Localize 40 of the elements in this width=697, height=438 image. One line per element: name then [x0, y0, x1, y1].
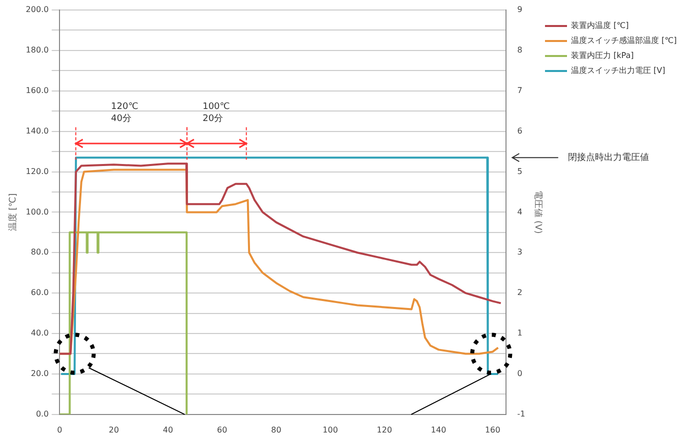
- x-tick-label: 0: [57, 425, 62, 434]
- y2-tick-label: 6: [517, 126, 522, 136]
- legend-label: 温度スイッチ感温部温度 [℃]: [571, 35, 677, 46]
- y2-tick-label: 7: [517, 86, 522, 95]
- annotation: 120℃ 40分: [111, 102, 138, 124]
- y2-axis-title: 電圧値 (V): [532, 190, 544, 234]
- y-tick-label: 40.0: [30, 328, 49, 338]
- legend-label: 温度スイッチ出力電圧 [V]: [571, 65, 666, 76]
- x-tick-label: 140: [430, 425, 446, 434]
- y2-tick-label: 5: [517, 166, 522, 176]
- y-tick-label: 120.0: [26, 166, 49, 176]
- y2-tick-label: -1: [517, 409, 526, 418]
- y2-tick-label: 8: [517, 46, 522, 55]
- y2-tick-label: 2: [517, 288, 522, 298]
- x-tick-label: 20: [108, 425, 119, 434]
- x-tick-label: 60: [216, 425, 228, 434]
- y-tick-label: 60.0: [30, 288, 49, 298]
- y-tick-label: 180.0: [26, 46, 49, 55]
- y-tick-label: 0.0: [36, 409, 49, 418]
- x-tick-label: 100: [322, 425, 338, 434]
- x-tick-label: 80: [271, 425, 282, 434]
- y2-tick-label: 3: [517, 248, 522, 257]
- text: 閉接点時出力電圧値: [568, 152, 650, 163]
- y2-tick-label: 1: [517, 328, 522, 338]
- legend-label: 装置内温度 [℃]: [571, 20, 629, 31]
- x-tick-label: 120: [376, 425, 392, 434]
- y-tick-label: 140.0: [26, 126, 49, 136]
- y-tick-label: 80.0: [30, 248, 49, 257]
- x-tick-label: 40: [162, 425, 174, 434]
- y-tick-label: 20.0: [30, 369, 49, 378]
- annotation: 100℃ 20分: [202, 102, 230, 124]
- x-tick-label: 160: [485, 425, 500, 434]
- y-axis-title: 温度 [℃]: [8, 193, 19, 232]
- y-tick-label: 200.0: [26, 5, 49, 14]
- y2-tick-label: 4: [517, 207, 522, 216]
- y-tick-label: 100.0: [26, 207, 49, 216]
- legend-label: 装置内圧力 [kPa]: [571, 50, 634, 61]
- y2-tick-label: 9: [517, 5, 522, 14]
- y-tick-label: 160.0: [26, 86, 49, 95]
- y2-tick-label: 0: [517, 369, 522, 378]
